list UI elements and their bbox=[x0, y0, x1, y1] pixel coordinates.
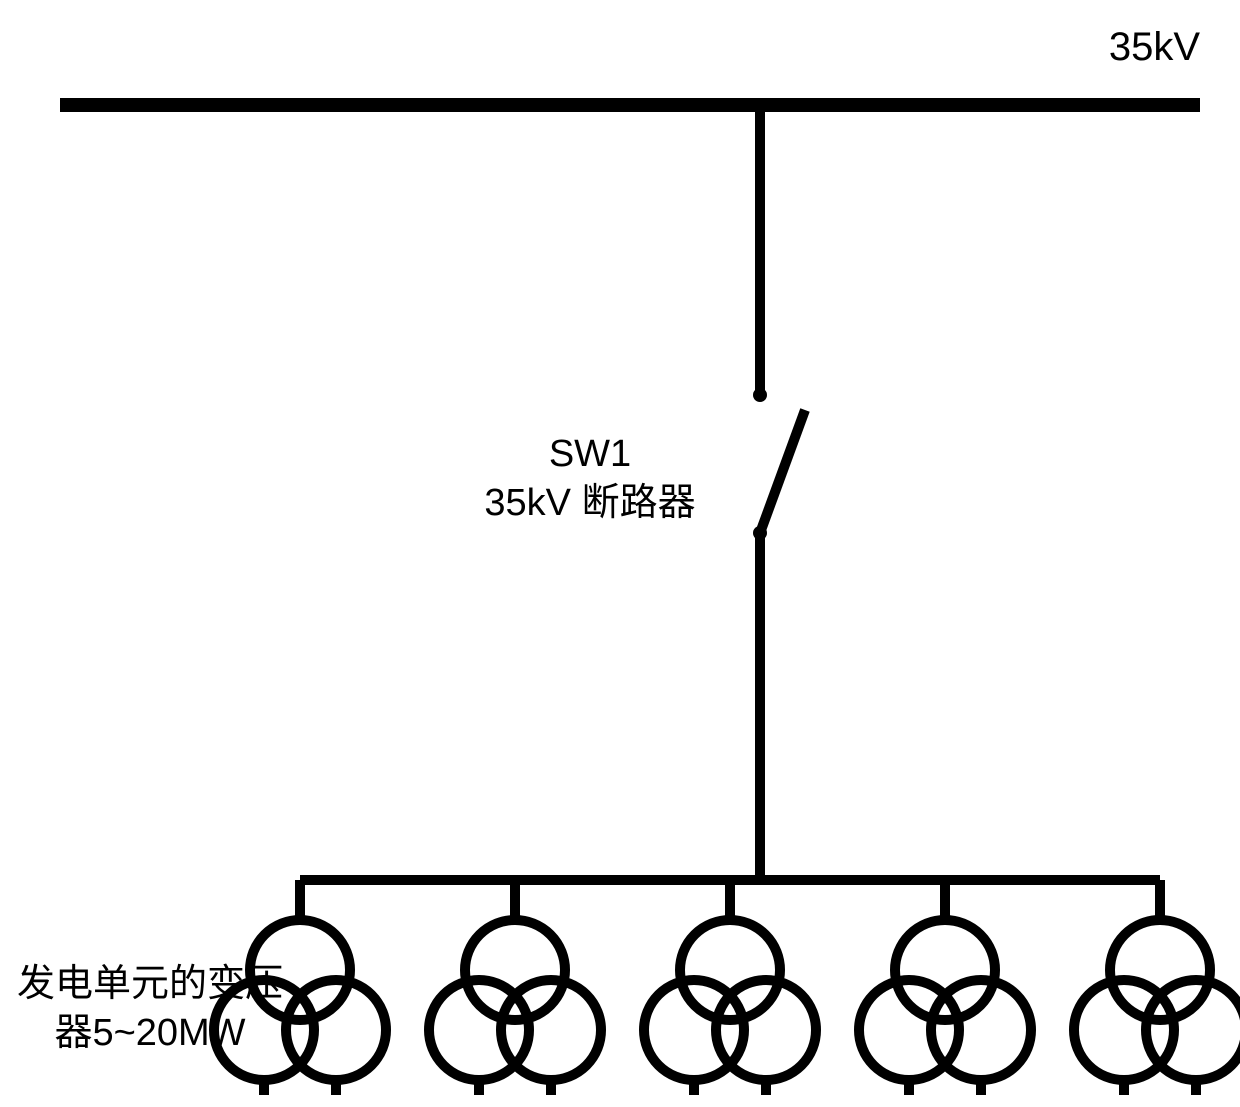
transformer-right-circle-0 bbox=[286, 980, 386, 1080]
transformer-top-circle-3 bbox=[895, 920, 995, 1020]
transformer-right-circle-3 bbox=[931, 980, 1031, 1080]
transformer-top-circle-0 bbox=[250, 920, 350, 1020]
transformer-top-circle-4 bbox=[1110, 920, 1210, 1020]
transformer-top-circle-2 bbox=[680, 920, 780, 1020]
switch-arm bbox=[760, 410, 805, 533]
transformer-top-circle-1 bbox=[465, 920, 565, 1020]
switch-top-dot bbox=[753, 388, 767, 402]
transformer-right-circle-1 bbox=[501, 980, 601, 1080]
transformer-right-circle-4 bbox=[1146, 980, 1240, 1080]
diagram-svg bbox=[0, 0, 1240, 1107]
transformer-right-circle-2 bbox=[716, 980, 816, 1080]
